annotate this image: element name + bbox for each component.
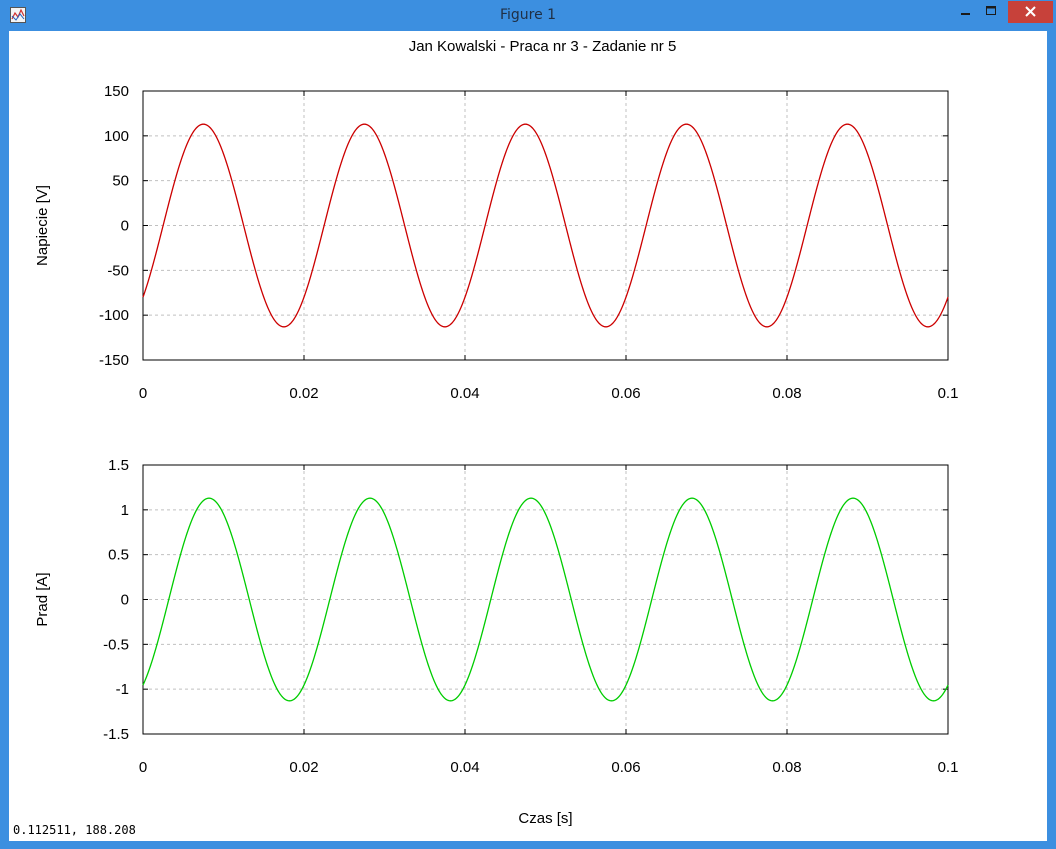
data-point	[847, 124, 848, 125]
data-point	[772, 700, 773, 701]
data-point	[404, 225, 405, 226]
y-axis-label: Napiecie [V]	[34, 185, 51, 266]
figure-canvas[interactable]: 0 0.02 0.04 0.06 0.08 0.1 150 100 50 0 -50 -100 -150…	[9, 31, 1047, 841]
data-point	[807, 225, 808, 226]
y-tick-label: -100	[99, 307, 129, 324]
y-tick-label: -1	[116, 681, 129, 698]
maximize-button[interactable]	[978, 1, 1004, 23]
data-point	[410, 599, 411, 600]
data-point	[143, 297, 144, 298]
figure-app-icon	[10, 7, 26, 23]
maximize-icon	[986, 6, 996, 15]
data-point	[766, 326, 767, 327]
data-point	[887, 225, 888, 226]
x-tick-label: 0	[139, 759, 147, 776]
cursor-coordinates: 0.112511, 188.208	[13, 823, 136, 837]
data-point	[143, 684, 144, 685]
data-point	[646, 225, 647, 226]
data-point	[927, 326, 928, 327]
minimize-button[interactable]	[952, 1, 978, 23]
y-tick-label: 150	[104, 83, 129, 100]
data-point	[948, 297, 949, 298]
data-point	[450, 700, 451, 701]
axes-1	[142, 90, 949, 361]
data-point	[329, 599, 330, 600]
y-tick-label: 1.5	[108, 457, 129, 474]
data-point	[485, 225, 486, 226]
data-point	[370, 498, 371, 499]
close-button[interactable]	[1008, 1, 1053, 23]
data-point	[726, 225, 727, 226]
data-point	[933, 700, 934, 701]
x-tick-label: 0.02	[289, 385, 318, 402]
x-tick-label: 0.1	[938, 385, 959, 402]
data-point	[611, 700, 612, 701]
data-point	[163, 225, 164, 226]
series-line-2-1	[142, 497, 949, 702]
x-tick-label: 0.02	[289, 759, 318, 776]
x-tick-label: 0.08	[772, 759, 801, 776]
y-tick-label: -1.5	[103, 726, 129, 743]
figure-plot-area[interactable]: 0 0.02 0.04 0.06 0.08 0.1150100500-50-100-150…	[9, 31, 1047, 841]
data-point	[651, 599, 652, 600]
data-point	[490, 599, 491, 600]
data-point	[893, 599, 894, 600]
data-point	[209, 498, 210, 499]
data-point	[571, 599, 572, 600]
y-tick-label: 1	[121, 502, 129, 519]
data-point	[364, 124, 365, 125]
data-point	[812, 599, 813, 600]
y-tick-label: -150	[99, 352, 129, 369]
data-point	[203, 124, 204, 125]
y-tick-label: 0	[121, 218, 129, 235]
data-point	[686, 124, 687, 125]
axes-2	[142, 464, 949, 735]
x-tick-label: 0.1	[938, 759, 959, 776]
data-point	[692, 498, 693, 499]
y-tick-label: 0.5	[108, 547, 129, 564]
y-tick-label: -50	[107, 262, 129, 279]
close-icon	[1025, 6, 1036, 17]
y-tick-label: -0.5	[103, 636, 129, 653]
y-tick-label: 50	[112, 173, 129, 190]
window-title: Figure 1	[499, 7, 557, 23]
x-tick-label: 0.08	[772, 385, 801, 402]
x-tick-label: 0	[139, 385, 147, 402]
x-tick-label: 0.06	[611, 759, 640, 776]
data-point	[853, 498, 854, 499]
y-tick-label: 100	[104, 128, 129, 145]
data-point	[948, 684, 949, 685]
data-point	[565, 225, 566, 226]
data-point	[243, 225, 244, 226]
data-point	[168, 599, 169, 600]
data-point	[444, 326, 445, 327]
y-axis-label: Prad [A]	[34, 572, 51, 626]
x-tick-label: 0.04	[450, 759, 479, 776]
data-point	[531, 498, 532, 499]
series-line-1-1	[142, 123, 949, 328]
data-point	[605, 326, 606, 327]
data-point	[249, 599, 250, 600]
minimize-icon	[961, 13, 970, 15]
x-axis-label: Czas [s]	[518, 810, 572, 827]
data-point	[525, 124, 526, 125]
x-tick-label: 0.06	[611, 385, 640, 402]
data-point	[283, 326, 284, 327]
data-point	[732, 599, 733, 600]
data-point	[289, 700, 290, 701]
data-point	[324, 225, 325, 226]
y-tick-label: 0	[121, 592, 129, 609]
chart-title: Jan Kowalski - Praca nr 3 - Zadanie nr 5	[409, 38, 677, 55]
title-bar[interactable]: Figure 1	[0, 0, 1056, 31]
x-tick-label: 0.04	[450, 385, 479, 402]
